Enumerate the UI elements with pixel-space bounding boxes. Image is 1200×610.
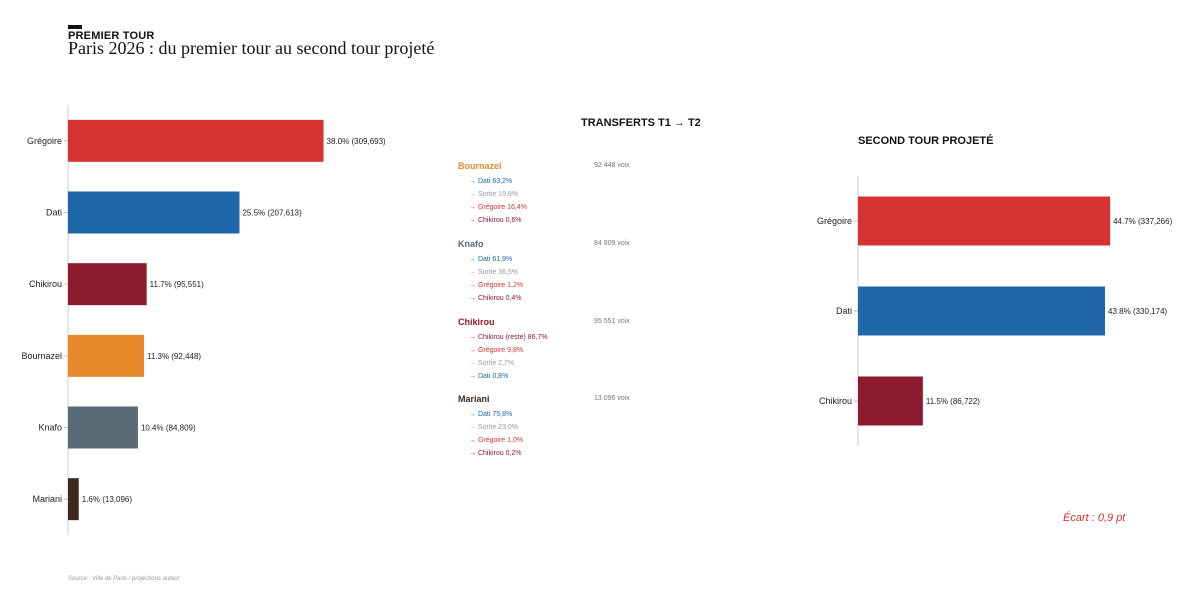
t1-value-label-chikirou: 11.7% (95,551) [150, 280, 204, 289]
t2-category-label-chikirou: Chikirou [819, 396, 852, 406]
t2-category-label-gregoire: Grégoire [817, 216, 852, 226]
t1-value-label-gregoire: 38.0% (309,693) [327, 137, 386, 146]
first-round-chart: Grégoire 38.0% (309,693) Dati 25.5% (207,61… [21, 105, 386, 535]
transfer-block-mariani: Mariani 13 096 voix → Dati 75,8% → Sortie 2… [458, 394, 638, 462]
second-round-title: SECOND TOUR PROJETÉ [858, 135, 994, 147]
transfer-source-name: Bournazel [458, 161, 502, 171]
t1-bar-knafo [68, 406, 138, 449]
t2-category-label-dati: Dati [836, 306, 852, 316]
t1-category-label-gregoire: Grégoire [27, 136, 62, 146]
t1-bar-bournazel [68, 334, 144, 377]
t1-bar-gregoire [68, 119, 324, 162]
t1-value-label-mariani: 1.6% (13,096) [82, 495, 133, 504]
transfer-flow-chikirou: → Chikirou 0,2% [469, 450, 522, 457]
transfer-flow-gregoire: → Grégoire 1,2% [469, 282, 524, 289]
eyebrow-label: PREMIER TOUR [68, 30, 155, 42]
transfer-header: Chikirou 95 551 voix [458, 317, 638, 333]
t2-bar-chikirou [858, 376, 923, 426]
t2-bar-gregoire [858, 196, 1111, 246]
transfer-flow-gregoire: → Grégoire 9,8% [469, 347, 524, 354]
t1-category-label-bournazel: Bournazel [21, 351, 62, 361]
transfer-block-chikirou: Chikirou 95 551 voix → Chikirou (reste) 86… [458, 317, 638, 385]
t2-bar-dati [858, 286, 1106, 336]
transfer-flow-dati: → Dati 63,2% [469, 178, 513, 185]
transfer-flow-chikirou: → Chikirou (reste) 86,7% [469, 334, 548, 341]
t2-value-label-dati: 43.8% (330,174) [1108, 307, 1167, 316]
transfer-source-votes: 95 551 voix [594, 318, 630, 325]
ecart-note: Écart : 0,9 pt [1063, 512, 1126, 524]
t1-category-label-dati: Dati [46, 208, 62, 218]
transfer-flow-dati: → Dati 0,8% [469, 373, 509, 380]
header-accent-rule [68, 25, 82, 29]
transfers-title: TRANSFERTS T1 → T2 [581, 117, 701, 129]
transfer-flow-chikirou: → Chikirou 0,6% [469, 217, 522, 224]
transfer-header: Bournazel 92 448 voix [458, 161, 638, 177]
source-note: Source : Ville de Paris / projections au… [68, 576, 180, 582]
transfer-block-bournazel: Bournazel 92 448 voix → Dati 63,2% → Sortie… [458, 161, 638, 229]
transfer-block-knafo: Knafo 84 809 voix → Dati 61,9% → Sortie 36,… [458, 239, 638, 307]
transfer-header: Mariani 13 096 voix [458, 394, 638, 410]
transfer-flow-gregoire: → Grégoire 16,4% [469, 204, 527, 211]
t1-value-label-dati: 25.5% (207,613) [242, 209, 301, 218]
t1-value-label-knafo: 10.4% (84,809) [141, 424, 196, 433]
t1-value-label-bournazel: 11.3% (92,448) [147, 352, 201, 361]
transfer-flow-dati: → Dati 61,9% [469, 256, 513, 263]
transfer-source-votes: 13 096 voix [594, 395, 630, 402]
transfer-flow-sortie: → Sortie 23,0% [469, 424, 519, 431]
second-round-chart: Grégoire 44.7% (337,266) Dati 43.8% (330,17… [817, 176, 1173, 446]
transfer-source-votes: 92 448 voix [594, 162, 630, 169]
transfer-source-votes: 84 809 voix [594, 240, 630, 247]
transfer-flow-gregoire: → Grégoire 1,0% [469, 437, 524, 444]
t1-category-label-knafo: Knafo [38, 423, 62, 433]
transfer-flow-sortie: → Sortie 2,7% [469, 360, 515, 367]
transfer-source-name: Chikirou [458, 317, 495, 327]
transfer-flow-dati: → Dati 75,8% [469, 411, 513, 418]
t2-value-label-chikirou: 11.5% (86,722) [926, 397, 980, 406]
page-title: Paris 2026 : du premier tour au second t… [68, 38, 435, 58]
transfer-flow-sortie: → Sortie 19,8% [469, 191, 519, 198]
t1-bar-dati [68, 191, 240, 234]
transfer-flow-chikirou: → Chikirou 0,4% [469, 295, 522, 302]
transfer-source-name: Mariani [458, 394, 490, 404]
t1-bar-chikirou [68, 263, 147, 306]
transfer-header: Knafo 84 809 voix [458, 239, 638, 255]
t2-value-label-gregoire: 44.7% (337,266) [1113, 217, 1172, 226]
t1-category-label-chikirou: Chikirou [29, 279, 62, 289]
transfer-source-name: Knafo [458, 239, 484, 249]
t1-bar-mariani [68, 478, 79, 521]
transfer-flow-sortie: → Sortie 36,5% [469, 269, 519, 276]
t1-category-label-mariani: Mariani [32, 494, 62, 504]
